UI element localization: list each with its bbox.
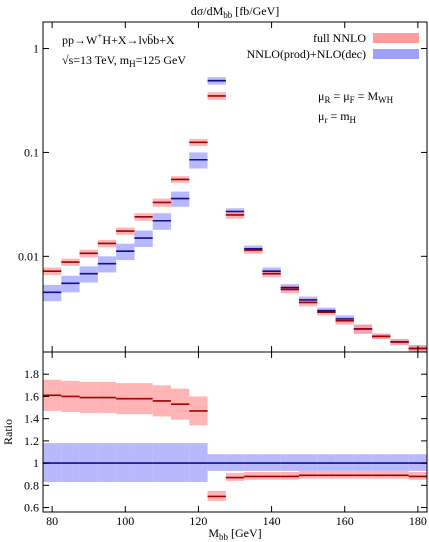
text-part: [GeV]	[228, 526, 262, 540]
text-sub: r	[324, 115, 327, 125]
text-part: M	[208, 526, 219, 540]
text-part: [fb/GeV]	[232, 4, 279, 18]
text-sub: H	[129, 59, 136, 69]
x-tick-label: 80	[46, 514, 58, 528]
upper-frame	[42, 21, 428, 353]
text-part: H+X→lνb̄b+X	[102, 33, 175, 47]
text-part: = m	[327, 109, 350, 123]
annotation: pp→W+​H+X→lνb̄b+X	[62, 31, 175, 47]
legend-label: NNLO(prod)+NLO(dec)	[247, 47, 366, 61]
text-part: μ	[318, 89, 324, 103]
annotation: μr​ = mH​	[318, 109, 357, 125]
text-sup: +	[97, 31, 102, 41]
legend-label: full NNLO	[313, 31, 366, 45]
text-part: μ	[318, 109, 324, 123]
x-tick-label: 120	[189, 514, 207, 528]
x-tick-label: 180	[409, 514, 427, 528]
x-tick-label: 140	[263, 514, 281, 528]
x-axis-label: Mbb​ [GeV]	[208, 526, 261, 542]
annotation: √s=13 TeV, mH​=125 GeV	[62, 53, 186, 69]
y-tick-label: 0.8	[24, 478, 39, 492]
ratio-plot-area	[43, 379, 427, 501]
upper-plot-area	[43, 77, 427, 352]
y-tick-label: 1.8	[24, 367, 39, 381]
y-tick-label: 1.2	[24, 434, 39, 448]
text-sub: H	[350, 115, 357, 125]
text-sub: R	[324, 95, 330, 105]
y-tick-label: 1.6	[24, 389, 39, 403]
text-part: = μ	[330, 89, 349, 103]
text-part: dσ/dM	[191, 4, 224, 18]
text-part: =125 GeV	[136, 53, 187, 67]
y-axis-label: Ratio	[1, 419, 15, 445]
legend-swatch	[373, 49, 419, 59]
chart-title: dσ/dMbb​ [fb/GeV]	[191, 4, 279, 20]
text-sub: bb	[223, 10, 233, 20]
legend-swatch	[373, 33, 419, 43]
text-sub: bb	[219, 532, 229, 542]
y-tick-label: 0.6	[24, 501, 39, 515]
y-tick-label: 1	[33, 456, 39, 470]
x-tick-label: 100	[116, 514, 134, 528]
annotation: μR​ = μF​ = MWH​	[318, 89, 394, 105]
text-part: √s=13 TeV, m	[62, 53, 130, 67]
y-tick-label: 1	[33, 42, 39, 56]
text-part: = M	[355, 89, 379, 103]
text-sub: F	[350, 95, 355, 105]
x-tick-label: 160	[336, 514, 354, 528]
text-sub: WH	[378, 95, 393, 105]
y-tick-label: 0.1	[24, 145, 39, 159]
y-tick-label: 1.4	[24, 412, 39, 426]
y-tick-label: 0.01	[18, 249, 39, 263]
text-part: pp→W	[62, 33, 98, 47]
ratio-frame	[42, 351, 428, 513]
